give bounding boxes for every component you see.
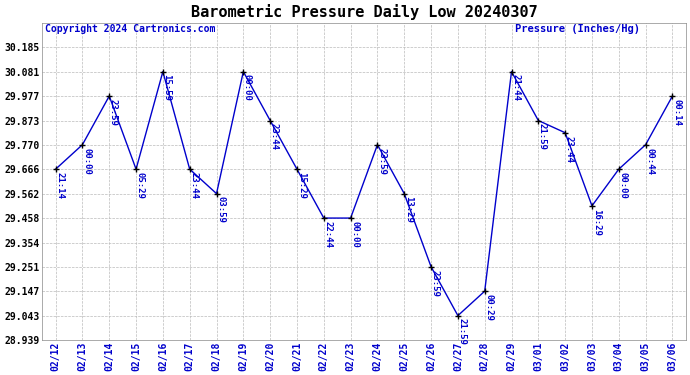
Text: 23:44: 23:44 [565,135,574,162]
Text: 00:29: 00:29 [484,294,493,321]
Text: 00:14: 00:14 [672,99,681,126]
Text: 23:59: 23:59 [431,270,440,296]
Text: 23:59: 23:59 [377,147,386,174]
Title: Barometric Pressure Daily Low 20240307: Barometric Pressure Daily Low 20240307 [190,4,538,20]
Text: 23:59: 23:59 [109,99,118,126]
Text: Copyright 2024 Cartronics.com: Copyright 2024 Cartronics.com [46,24,216,34]
Text: 21:44: 21:44 [511,74,520,101]
Text: 21:59: 21:59 [457,318,466,345]
Text: 21:59: 21:59 [538,123,547,150]
Text: 03:59: 03:59 [216,196,225,223]
Text: 16:29: 16:29 [591,209,600,236]
Text: 05:29: 05:29 [136,172,145,199]
Text: 21:14: 21:14 [55,172,64,199]
Text: 22:44: 22:44 [324,221,333,248]
Text: 00:00: 00:00 [243,74,252,101]
Text: 15:59: 15:59 [163,74,172,101]
Text: 13:29: 13:29 [404,196,413,223]
Text: 00:00: 00:00 [618,172,627,199]
Text: 00:00: 00:00 [351,221,359,248]
Text: 15:29: 15:29 [297,172,306,199]
Text: 23:44: 23:44 [270,123,279,150]
Text: 00:44: 00:44 [645,147,654,174]
Text: 23:44: 23:44 [189,172,198,199]
Text: Pressure (Inches/Hg): Pressure (Inches/Hg) [515,24,640,34]
Text: 00:00: 00:00 [82,147,91,174]
